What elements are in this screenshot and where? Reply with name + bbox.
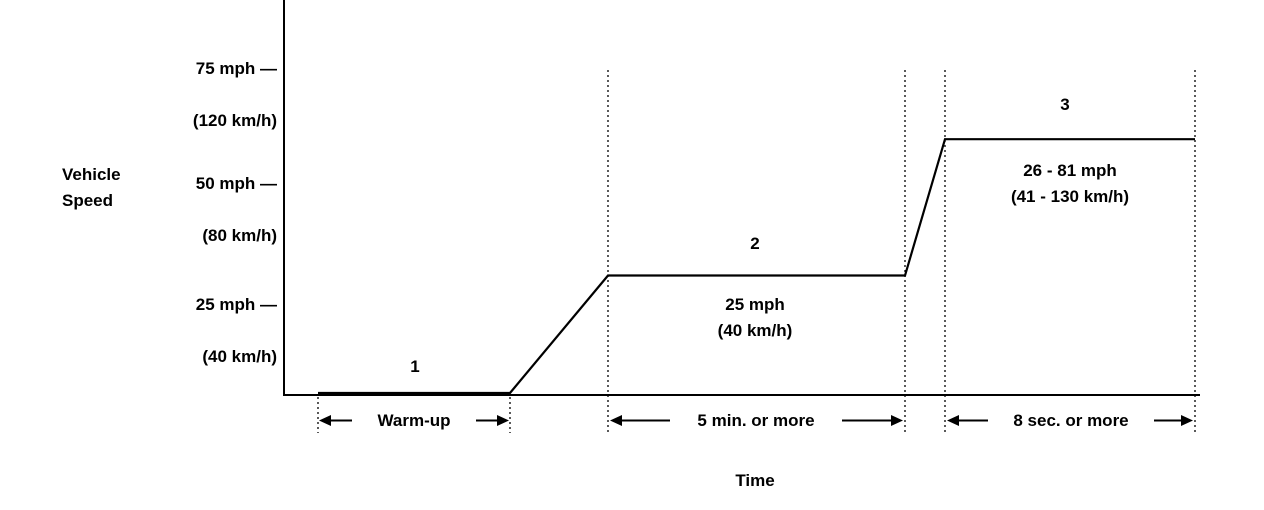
y-axis-title: Vehicle Speed	[62, 165, 121, 210]
phase-3-number: 3	[1060, 95, 1070, 114]
y-tick-50mph: 50 mph — (80 km/h)	[95, 145, 277, 275]
five-min-duration-label: 5 min. or more	[670, 409, 842, 433]
x-axis-title: Time	[735, 471, 775, 490]
y-tick-label: 25 mph —	[195, 295, 277, 314]
y-tick-label: 75 mph —	[195, 59, 277, 78]
y-tick-75mph: 75 mph — (120 km/h)	[95, 30, 277, 160]
speed-trace-line	[318, 138, 1195, 395]
phase-3-speed-annotation: 26 - 81 mph (41 - 130 km/h)	[1010, 161, 1130, 206]
phase-1-number: 1	[410, 357, 420, 376]
y-tick-sublabel: (120 km/h)	[192, 111, 277, 130]
y-tick-25mph: 25 mph — (40 km/h)	[95, 266, 277, 396]
eight-sec-duration-label: 8 sec. or more	[988, 409, 1154, 433]
y-tick-sublabel: (80 km/h)	[202, 226, 277, 245]
phase-2-speed-annotation: 25 mph (40 km/h)	[717, 295, 793, 340]
warmup-duration-label: Warm-up	[352, 409, 476, 433]
y-tick-sublabel: (40 km/h)	[202, 347, 277, 366]
y-tick-label: 50 mph —	[195, 174, 277, 193]
phase-2-number: 2	[750, 234, 760, 253]
